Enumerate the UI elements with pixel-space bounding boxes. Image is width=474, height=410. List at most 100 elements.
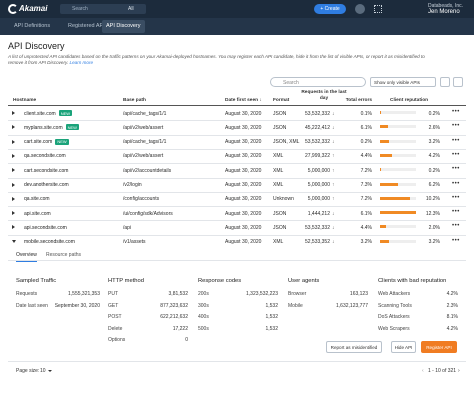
base-path: /api/cache_tags/1/1 bbox=[123, 139, 167, 146]
reputation-bar bbox=[380, 225, 386, 229]
tab[interactable]: Registered APIs bbox=[68, 23, 108, 29]
item-label: PUT bbox=[108, 291, 118, 297]
client-reputation: 2.6% bbox=[428, 124, 440, 131]
item-label: 400s bbox=[198, 314, 209, 320]
column-header[interactable]: Requests in the last day bbox=[301, 90, 347, 101]
logo: Akamai bbox=[19, 4, 48, 13]
item-label: 500s bbox=[198, 325, 209, 332]
row-separator bbox=[8, 177, 466, 179]
date: August 30, 2020 bbox=[225, 210, 262, 217]
section-title: HTTP method bbox=[108, 278, 144, 284]
reputation-track bbox=[380, 168, 416, 172]
expand-caret[interactable] bbox=[12, 125, 15, 130]
reputation-track bbox=[380, 182, 416, 186]
next-page[interactable]: › bbox=[458, 368, 460, 374]
learn-more[interactable]: Learn more bbox=[69, 60, 94, 65]
item-value: 17,222 bbox=[172, 325, 188, 332]
column-header[interactable]: Hostname bbox=[13, 98, 37, 103]
column-header[interactable]: Base path bbox=[123, 98, 146, 103]
row-menu[interactable]: ••• bbox=[452, 194, 460, 201]
row-menu[interactable]: ••• bbox=[452, 180, 460, 187]
expand-caret[interactable] bbox=[12, 211, 15, 216]
requests: 53,532,332 bbox=[304, 224, 330, 231]
filter-select[interactable]: Show only visible APIs bbox=[370, 77, 436, 87]
base-path: /api bbox=[123, 224, 132, 231]
row-separator bbox=[8, 163, 466, 165]
expand-caret[interactable] bbox=[12, 111, 15, 115]
prev-page[interactable]: ‹ bbox=[422, 368, 424, 374]
trend: ↓ bbox=[332, 224, 335, 231]
expand-caret[interactable] bbox=[12, 182, 15, 187]
column-header[interactable]: Format bbox=[273, 98, 290, 103]
item-value: 4.2% bbox=[446, 325, 458, 332]
section-title: Sampled Traffic bbox=[16, 278, 57, 284]
item-value: 163,123 bbox=[349, 291, 368, 297]
action-button[interactable]: Register API bbox=[421, 341, 457, 353]
search-box[interactable]: Search All bbox=[60, 4, 146, 14]
tab[interactable]: API Definitions bbox=[14, 23, 51, 29]
row-menu[interactable]: ••• bbox=[452, 223, 460, 230]
row-menu[interactable]: ••• bbox=[452, 137, 460, 144]
download-button[interactable] bbox=[440, 77, 450, 87]
row-menu[interactable]: ••• bbox=[452, 237, 460, 244]
trend: ↑ bbox=[332, 167, 335, 174]
row-separator bbox=[8, 206, 466, 208]
client-reputation: 3.2% bbox=[428, 239, 440, 246]
client-reputation: 4.2% bbox=[428, 153, 440, 160]
action-button[interactable]: Report as misidentified bbox=[326, 341, 382, 353]
expand-caret[interactable] bbox=[12, 196, 15, 201]
client-reputation: 0.2% bbox=[428, 167, 440, 174]
column-header[interactable]: Date first seen ↓ bbox=[225, 98, 262, 103]
base-path: /api/v2/web/assert bbox=[123, 153, 164, 160]
reputation-track bbox=[380, 239, 416, 243]
item-label: 300s bbox=[198, 302, 209, 309]
requests: 52,533,352 bbox=[304, 239, 330, 246]
requests: 53,532,332 bbox=[304, 139, 330, 146]
settings-button[interactable] bbox=[453, 77, 463, 87]
row-menu[interactable]: ••• bbox=[452, 166, 460, 173]
trend: ↓ bbox=[332, 139, 335, 146]
tab[interactable]: API Discovery bbox=[102, 20, 145, 33]
base-path: /api/v2/accountdetails bbox=[123, 167, 172, 174]
row-menu[interactable]: ••• bbox=[452, 151, 460, 158]
user: Jen Moreno bbox=[428, 9, 460, 15]
format: XML bbox=[273, 153, 284, 160]
item-value: 3,81,532 bbox=[168, 291, 188, 297]
item-value: 4.2% bbox=[446, 291, 458, 297]
hostname: api.secondsite.com bbox=[24, 224, 67, 231]
client-reputation: 2.0% bbox=[428, 224, 440, 231]
date: August 30, 2020 bbox=[225, 196, 262, 203]
expand-caret[interactable] bbox=[12, 168, 15, 173]
expand-caret[interactable] bbox=[12, 239, 16, 243]
item-value: 2.3% bbox=[446, 302, 458, 309]
row-menu[interactable]: ••• bbox=[452, 123, 460, 130]
column-header[interactable]: Client reputation bbox=[390, 98, 429, 103]
reputation-bar bbox=[380, 239, 390, 243]
column-header[interactable]: Total errors bbox=[345, 98, 372, 103]
format: XML bbox=[273, 239, 284, 246]
reputation-track bbox=[380, 153, 416, 157]
new-badge: NEW bbox=[65, 124, 79, 131]
action-button[interactable]: Hide API bbox=[391, 341, 416, 353]
page-size[interactable]: 10 bbox=[40, 368, 46, 374]
item-value: 1,555,321,353 bbox=[68, 291, 100, 297]
row-menu[interactable]: ••• bbox=[452, 209, 460, 216]
base-path: /api/cache_tags/1/1 bbox=[123, 110, 167, 117]
requests: 5,000,000 bbox=[307, 167, 330, 174]
item-label: Web Scrapers bbox=[378, 325, 410, 332]
item-label: 200s bbox=[198, 291, 209, 297]
requests: 53,532,332 bbox=[304, 110, 330, 117]
expand-caret[interactable] bbox=[12, 225, 15, 230]
item-label: Scanning Tools bbox=[378, 302, 412, 309]
create-button[interactable]: + Create bbox=[314, 4, 346, 14]
item-value: 1,323,532,223 bbox=[246, 291, 278, 297]
row-separator bbox=[8, 134, 466, 136]
expand-caret[interactable] bbox=[12, 139, 15, 144]
details-tab[interactable]: Overview bbox=[16, 252, 37, 262]
details-tab[interactable]: Resource paths bbox=[46, 252, 82, 258]
row-menu[interactable]: ••• bbox=[452, 109, 460, 115]
details-tab-rule bbox=[8, 260, 466, 261]
toolbar-search[interactable]: Search bbox=[270, 77, 366, 87]
expand-caret[interactable] bbox=[12, 153, 15, 158]
